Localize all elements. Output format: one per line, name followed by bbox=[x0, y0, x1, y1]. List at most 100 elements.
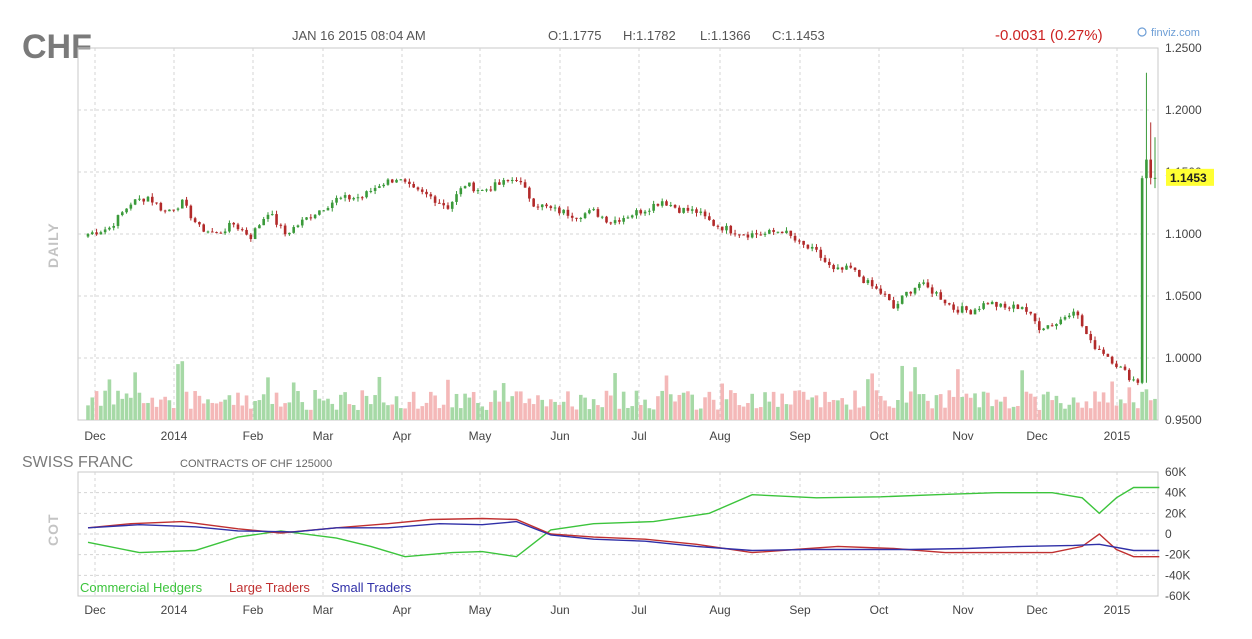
brand-link[interactable]: finviz.com bbox=[1137, 27, 1200, 39]
candle-body bbox=[845, 265, 848, 270]
price-x-tick: Oct bbox=[870, 429, 889, 443]
candle-body bbox=[236, 224, 240, 230]
candle-body bbox=[1127, 369, 1131, 381]
candle-body bbox=[176, 208, 180, 210]
cot-y-tick: 40K bbox=[1165, 486, 1186, 500]
volume-bar bbox=[1123, 403, 1127, 420]
volume-bar bbox=[694, 409, 699, 420]
volume-bar bbox=[784, 404, 789, 420]
volume-bar bbox=[274, 392, 279, 420]
candle-body bbox=[240, 229, 244, 231]
volume-bar bbox=[180, 361, 185, 420]
volume-bar bbox=[737, 405, 742, 420]
volume-bar bbox=[489, 401, 493, 420]
volume-bar bbox=[968, 397, 973, 420]
quote-low: L:1.1366 bbox=[700, 28, 751, 43]
volume-bar bbox=[514, 391, 519, 420]
candle-body bbox=[288, 232, 291, 235]
candle-body bbox=[352, 198, 355, 200]
candle-body bbox=[708, 216, 711, 220]
candle-body bbox=[223, 231, 227, 234]
candle-body bbox=[138, 198, 141, 200]
candle-body bbox=[489, 189, 493, 191]
volume-bar bbox=[150, 397, 155, 420]
candle-body bbox=[515, 179, 518, 181]
candle-body bbox=[416, 187, 420, 190]
volume-bar bbox=[99, 405, 103, 420]
volume-bar bbox=[591, 399, 596, 420]
volume-bar bbox=[227, 395, 232, 420]
candle-body bbox=[1110, 356, 1114, 364]
candle-body bbox=[540, 204, 544, 208]
volume-bar bbox=[454, 393, 459, 420]
candle-body bbox=[185, 199, 188, 206]
candle-body bbox=[172, 209, 176, 211]
candle-body bbox=[1059, 319, 1063, 325]
volume-bar bbox=[544, 406, 549, 420]
candle-body bbox=[1038, 321, 1041, 331]
volume-bar bbox=[754, 408, 759, 420]
cot-x-tick: Aug bbox=[709, 603, 730, 617]
candle-body bbox=[523, 182, 527, 188]
candle-body bbox=[180, 199, 184, 209]
candle-body bbox=[780, 231, 784, 234]
volume-bar bbox=[1101, 392, 1106, 420]
volume-bar bbox=[557, 404, 562, 420]
candle-body bbox=[433, 196, 437, 203]
volume-bar bbox=[291, 382, 296, 420]
volume-bar bbox=[1024, 391, 1029, 420]
volume-bar bbox=[399, 408, 403, 420]
volume-bar bbox=[943, 407, 947, 420]
volume-bar bbox=[536, 395, 540, 420]
candle-body bbox=[686, 207, 690, 211]
volume-bar bbox=[249, 408, 253, 420]
candle-body bbox=[322, 210, 325, 212]
volume-bar bbox=[814, 395, 819, 420]
volume-bar bbox=[1016, 405, 1020, 420]
cot-x-tick: Mar bbox=[313, 603, 334, 617]
volume-bar bbox=[866, 379, 870, 420]
volume-bar bbox=[1080, 407, 1084, 420]
volume-bar bbox=[844, 404, 849, 420]
candle-body bbox=[1050, 325, 1054, 327]
cot-subtitle: CONTRACTS OF CHF 125000 bbox=[180, 458, 332, 470]
cot-y-tick: 20K bbox=[1165, 506, 1186, 520]
candle-body bbox=[1106, 353, 1110, 357]
price-y-tick: 1.0000 bbox=[1165, 351, 1202, 365]
candle-body bbox=[592, 209, 595, 211]
volume-bar bbox=[386, 405, 390, 420]
volume-bar bbox=[617, 408, 622, 420]
candle-body bbox=[879, 288, 883, 294]
price-y-tick: 1.2000 bbox=[1165, 103, 1202, 117]
candle-body bbox=[309, 217, 313, 219]
candle-body bbox=[853, 267, 857, 270]
candle-body bbox=[768, 230, 771, 234]
volume-bar bbox=[763, 392, 767, 420]
volume-bar bbox=[369, 404, 373, 420]
volume-bar bbox=[411, 391, 416, 420]
candle-body bbox=[510, 179, 514, 181]
candle-body bbox=[468, 182, 471, 187]
candle-body bbox=[429, 194, 433, 197]
candle-body bbox=[618, 220, 621, 222]
candle-body bbox=[206, 231, 210, 233]
candle-body bbox=[858, 269, 861, 277]
volume-bar bbox=[441, 404, 446, 420]
cot-x-tick: 2015 bbox=[1104, 603, 1131, 617]
candle-body bbox=[202, 224, 205, 232]
candle-body bbox=[390, 179, 394, 183]
volume-bar bbox=[900, 365, 904, 420]
volume-bar bbox=[214, 403, 219, 420]
volume-bar bbox=[231, 404, 236, 420]
volume-bar bbox=[416, 408, 420, 420]
candle-body bbox=[360, 197, 364, 199]
candle-body bbox=[935, 292, 938, 294]
candle-body bbox=[1063, 317, 1067, 320]
candle-body bbox=[1149, 159, 1153, 178]
candle-body bbox=[283, 225, 287, 235]
volume-bar bbox=[531, 404, 536, 420]
volume-bar bbox=[656, 396, 660, 420]
candle-body bbox=[622, 218, 625, 222]
volume-bar bbox=[668, 394, 673, 420]
volume-bar bbox=[651, 409, 656, 420]
